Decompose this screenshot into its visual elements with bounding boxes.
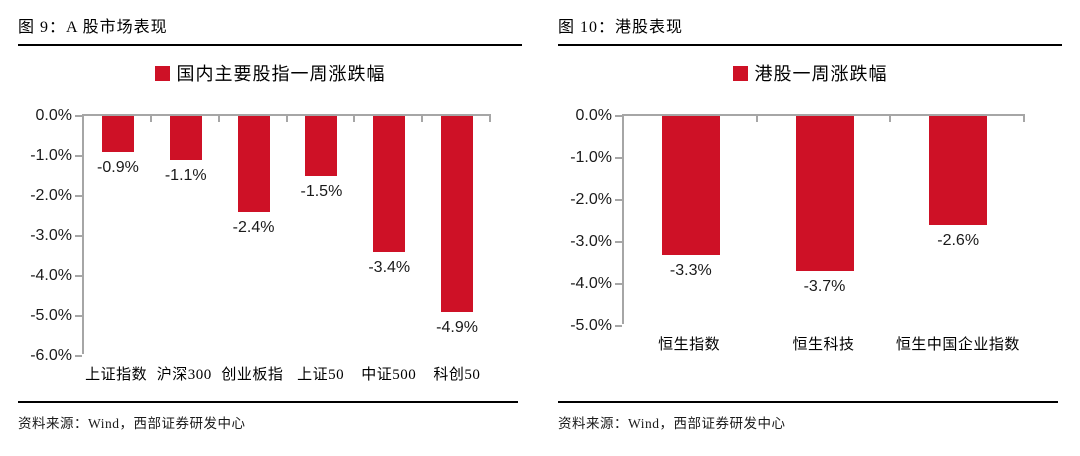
y-axis-tick xyxy=(615,157,622,159)
bar xyxy=(237,116,270,212)
y-axis-tick-label: -4.0% xyxy=(570,275,612,292)
x-category-label: 恒生指数 xyxy=(658,337,721,353)
bar-value-label: -3.4% xyxy=(368,259,411,276)
panel-hk-stocks: 图 10：港股表现 港股一周涨跌幅 0.0% -1.0% -2.0% -3.0% -4.… xyxy=(540,0,1080,456)
y-axis-tick-label: -4.0% xyxy=(30,267,72,284)
footer-rule xyxy=(558,401,1058,403)
bar-value-label: -3.7% xyxy=(803,278,846,296)
bar-value-label: -1.1% xyxy=(164,167,207,184)
source-footer: 资料来源：Wind，西部证券研发中心 xyxy=(558,401,1058,432)
y-axis-tick xyxy=(75,355,82,357)
plot-area: 0.0% -1.0% -2.0% -3.0% -4.0% -5.0% -3.3% -3.7% -… xyxy=(570,107,1025,334)
x-axis-tick xyxy=(1023,116,1025,122)
x-category-label: 上证指数 xyxy=(85,367,148,383)
x-axis-tick xyxy=(285,116,288,122)
x-axis-tick xyxy=(217,116,220,122)
x-category-label: 科创50 xyxy=(433,367,481,383)
y-axis-tick xyxy=(75,195,82,197)
y-axis-tick-label: -2.0% xyxy=(570,191,612,208)
bar xyxy=(661,116,720,255)
bar-value-label: -0.9% xyxy=(97,159,139,176)
bar xyxy=(373,116,406,252)
y-axis-tick-label: -6.0% xyxy=(30,347,72,364)
bar xyxy=(101,116,134,152)
source-footer: 资料来源：Wind，西部证券研发中心 xyxy=(18,401,518,432)
x-category-label: 沪深300 xyxy=(156,367,212,383)
bar-value-label: -2.6% xyxy=(937,232,980,250)
x-category-label: 创业板指 xyxy=(221,367,284,383)
y-axis-tick xyxy=(615,283,622,285)
x-category-label: 上证50 xyxy=(297,367,345,383)
x-axis-tick xyxy=(421,116,424,122)
legend-swatch-icon xyxy=(154,65,170,81)
bar-value-label: -3.3% xyxy=(669,261,712,279)
bar-value-label: -4.9% xyxy=(436,319,478,336)
bar xyxy=(169,116,202,160)
x-axis-labels: 上证指数 沪深300 创业板指 上证50 中证500 科创50 xyxy=(82,363,491,383)
bar xyxy=(305,116,338,176)
x-category-label: 中证500 xyxy=(361,367,417,383)
figure-label: 图 10：港股表现 xyxy=(558,19,684,36)
y-axis-tick xyxy=(75,235,82,237)
y-axis-tick xyxy=(615,325,622,327)
y-axis-tick-label: -3.0% xyxy=(570,233,612,250)
hk-bar-chart: 0.0% -1.0% -2.0% -3.0% -4.0% -5.0% -3.3% -3.7% -… xyxy=(570,107,1025,353)
plot-area: 0.0% -1.0% -2.0% -3.0% -4.0% -5.0% -6.0% -0.9% -… xyxy=(30,107,491,364)
y-axis-tick-label: -5.0% xyxy=(570,317,612,334)
x-category-label: 恒生中国企业指数 xyxy=(895,337,1020,353)
y-axis-tick xyxy=(615,241,622,243)
bar xyxy=(929,116,988,226)
y-axis-tick xyxy=(75,155,82,157)
x-axis-tick xyxy=(889,116,892,122)
footer-rule xyxy=(18,401,518,403)
y-axis-tick-label: -5.0% xyxy=(30,307,72,324)
y-axis-tick-label: 0.0% xyxy=(575,107,612,124)
header-rule xyxy=(18,44,522,46)
panel-a-share: 图 9：A 股市场表现 国内主要股指一周涨跌幅 0.0% -1.0% -2.0% -3… xyxy=(18,19,522,432)
legend: 国内主要股指一周涨跌幅 xyxy=(18,63,522,84)
legend-label: 国内主要股指一周涨跌幅 xyxy=(176,64,386,84)
y-axis-tick xyxy=(75,115,82,117)
y-axis-tick xyxy=(75,315,82,317)
a-share-bar-chart: 0.0% -1.0% -2.0% -3.0% -4.0% -5.0% -6.0% -0.9% -… xyxy=(30,107,491,383)
source-text: 资料来源：Wind，西部证券研发中心 xyxy=(558,416,786,431)
y-axis-tick-label: -1.0% xyxy=(570,149,612,166)
bar xyxy=(441,116,474,312)
legend: 港股一周涨跌幅 xyxy=(558,63,1062,84)
y-axis-tick xyxy=(75,275,82,277)
bar-value-label: -2.4% xyxy=(232,219,275,236)
x-axis-labels: 恒生指数 恒生科技 恒生中国企业指数 xyxy=(622,333,1025,353)
legend-swatch-icon xyxy=(732,65,748,81)
y-axis-tick-label: -3.0% xyxy=(30,227,72,244)
x-axis-tick xyxy=(353,116,356,122)
y-axis-tick-label: 0.0% xyxy=(35,107,72,124)
header-rule xyxy=(558,44,1062,46)
bar xyxy=(795,116,854,272)
legend-label: 港股一周涨跌幅 xyxy=(754,64,888,84)
y-axis-tick-label: -2.0% xyxy=(30,187,72,204)
figure-label: 图 9：A 股市场表现 xyxy=(18,19,168,36)
source-text: 资料来源：Wind，西部证券研发中心 xyxy=(18,416,246,431)
bar-value-label: -1.5% xyxy=(300,183,343,200)
x-axis-tick xyxy=(149,116,152,122)
y-axis-tick xyxy=(615,199,622,201)
x-axis-tick xyxy=(489,116,491,122)
x-category-label: 恒生科技 xyxy=(792,337,855,353)
x-axis-tick xyxy=(755,116,758,122)
y-axis-tick xyxy=(615,115,622,117)
y-axis-tick-label: -1.0% xyxy=(30,147,72,164)
